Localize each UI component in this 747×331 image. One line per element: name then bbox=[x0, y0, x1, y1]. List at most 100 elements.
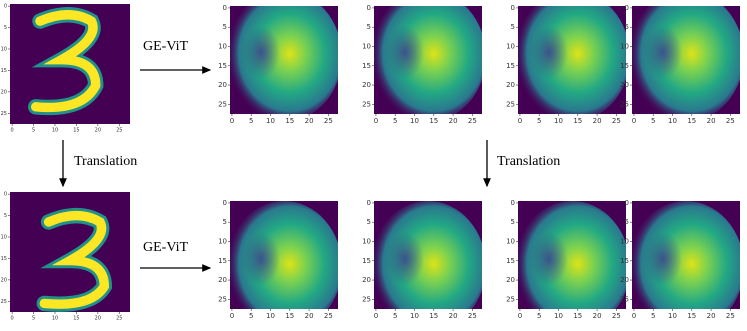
image bbox=[518, 6, 626, 114]
x-tick-label: 0 bbox=[374, 117, 378, 125]
x-tick-label: 15 bbox=[687, 117, 696, 125]
x-tick-label: 0 bbox=[230, 312, 234, 320]
x-tick-label: 20 bbox=[593, 117, 602, 125]
y-tick-label: 15 bbox=[362, 62, 371, 70]
x-tick-label: 5 bbox=[249, 312, 253, 320]
y-tick-label: 5 bbox=[625, 23, 629, 31]
y-tick-label: 5 bbox=[4, 213, 7, 219]
y-tick-label: 20 bbox=[218, 81, 227, 89]
x-tick-label: 10 bbox=[554, 312, 563, 320]
x-tick-label: 5 bbox=[249, 117, 253, 125]
y-tick-label: 15 bbox=[362, 257, 371, 265]
y-tick-label: 0 bbox=[367, 199, 371, 207]
x-tick-label: 20 bbox=[449, 312, 458, 320]
y-tick-label: 15 bbox=[620, 257, 629, 265]
image bbox=[10, 4, 130, 124]
x-tick-label: 5 bbox=[651, 117, 655, 125]
y-tick-label: 10 bbox=[506, 238, 515, 246]
y-tick-label: 0 bbox=[4, 192, 7, 198]
y-tick-label: 5 bbox=[223, 218, 227, 226]
y-tick-label: 0 bbox=[625, 199, 629, 207]
y-tick-label: 5 bbox=[511, 218, 515, 226]
x-tick-label: 15 bbox=[285, 117, 294, 125]
x-tick-label: 10 bbox=[668, 312, 677, 320]
x-tick-label: 10 bbox=[668, 117, 677, 125]
x-tick-label: 15 bbox=[687, 312, 696, 320]
y-tick-label: 0 bbox=[625, 4, 629, 12]
x-tick-label: 5 bbox=[32, 128, 35, 134]
y-tick-label: 5 bbox=[4, 25, 7, 31]
y-tick-label: 25 bbox=[218, 295, 227, 303]
y-tick-label: 10 bbox=[506, 43, 515, 51]
x-tick-label: 25 bbox=[612, 117, 621, 125]
y-tick-label: 20 bbox=[506, 81, 515, 89]
x-tick-label: 20 bbox=[707, 117, 716, 125]
x-tick-label: 0 bbox=[11, 316, 14, 322]
arrow-label: GE-ViT bbox=[143, 39, 188, 54]
y-tick-label: 20 bbox=[362, 81, 371, 89]
x-tick-label: 20 bbox=[449, 117, 458, 125]
y-tick-label: 15 bbox=[1, 68, 7, 74]
x-tick-label: 20 bbox=[95, 316, 101, 322]
y-tick-label: 5 bbox=[223, 23, 227, 31]
y-tick-label: 5 bbox=[367, 218, 371, 226]
y-tick-label: 20 bbox=[620, 81, 629, 89]
x-tick-label: 15 bbox=[73, 128, 79, 134]
arrow-label: Translation bbox=[74, 154, 137, 169]
x-tick-label: 0 bbox=[230, 117, 234, 125]
x-tick-label: 15 bbox=[429, 117, 438, 125]
y-tick-label: 10 bbox=[1, 235, 7, 241]
y-tick-label: 10 bbox=[362, 238, 371, 246]
x-tick-label: 5 bbox=[32, 316, 35, 322]
y-tick-label: 20 bbox=[362, 276, 371, 284]
y-tick-label: 10 bbox=[1, 47, 7, 53]
x-tick-label: 20 bbox=[305, 312, 314, 320]
y-tick-label: 10 bbox=[362, 43, 371, 51]
y-tick-label: 15 bbox=[620, 62, 629, 70]
x-tick-label: 5 bbox=[393, 312, 397, 320]
y-tick-label: 0 bbox=[511, 4, 515, 12]
y-tick-label: 0 bbox=[223, 4, 227, 12]
x-tick-label: 10 bbox=[410, 117, 419, 125]
y-tick-label: 10 bbox=[218, 238, 227, 246]
y-tick-label: 5 bbox=[367, 23, 371, 31]
x-tick-label: 25 bbox=[468, 117, 477, 125]
y-tick-label: 0 bbox=[223, 199, 227, 207]
y-tick-label: 25 bbox=[620, 100, 629, 108]
x-tick-label: 10 bbox=[52, 316, 58, 322]
y-tick-label: 25 bbox=[362, 295, 371, 303]
x-tick-label: 5 bbox=[651, 312, 655, 320]
y-tick-label: 10 bbox=[620, 238, 629, 246]
x-tick-label: 10 bbox=[266, 312, 275, 320]
y-tick-label: 15 bbox=[218, 62, 227, 70]
x-tick-label: 0 bbox=[518, 312, 522, 320]
y-tick-label: 25 bbox=[218, 100, 227, 108]
x-tick-label: 0 bbox=[632, 312, 636, 320]
y-tick-label: 25 bbox=[1, 111, 7, 117]
x-tick-label: 20 bbox=[593, 312, 602, 320]
x-tick-label: 15 bbox=[573, 312, 582, 320]
y-tick-label: 15 bbox=[1, 256, 7, 262]
arrow-label: GE-ViT bbox=[143, 240, 188, 255]
x-tick-label: 25 bbox=[324, 117, 333, 125]
y-tick-label: 20 bbox=[1, 277, 7, 283]
y-tick-label: 25 bbox=[362, 100, 371, 108]
image bbox=[10, 192, 130, 312]
x-tick-label: 0 bbox=[11, 128, 14, 134]
x-tick-label: 25 bbox=[116, 128, 122, 134]
x-tick-label: 0 bbox=[632, 117, 636, 125]
arrow-label: Translation bbox=[497, 154, 560, 169]
x-tick-label: 25 bbox=[116, 316, 122, 322]
y-tick-label: 5 bbox=[511, 23, 515, 31]
x-tick-label: 20 bbox=[305, 117, 314, 125]
x-tick-label: 5 bbox=[537, 117, 541, 125]
x-tick-label: 10 bbox=[52, 128, 58, 134]
x-tick-label: 0 bbox=[518, 117, 522, 125]
y-tick-label: 15 bbox=[506, 62, 515, 70]
x-tick-label: 25 bbox=[612, 312, 621, 320]
image bbox=[632, 6, 740, 114]
y-tick-label: 20 bbox=[506, 276, 515, 284]
y-tick-label: 20 bbox=[620, 276, 629, 284]
x-tick-label: 5 bbox=[537, 312, 541, 320]
